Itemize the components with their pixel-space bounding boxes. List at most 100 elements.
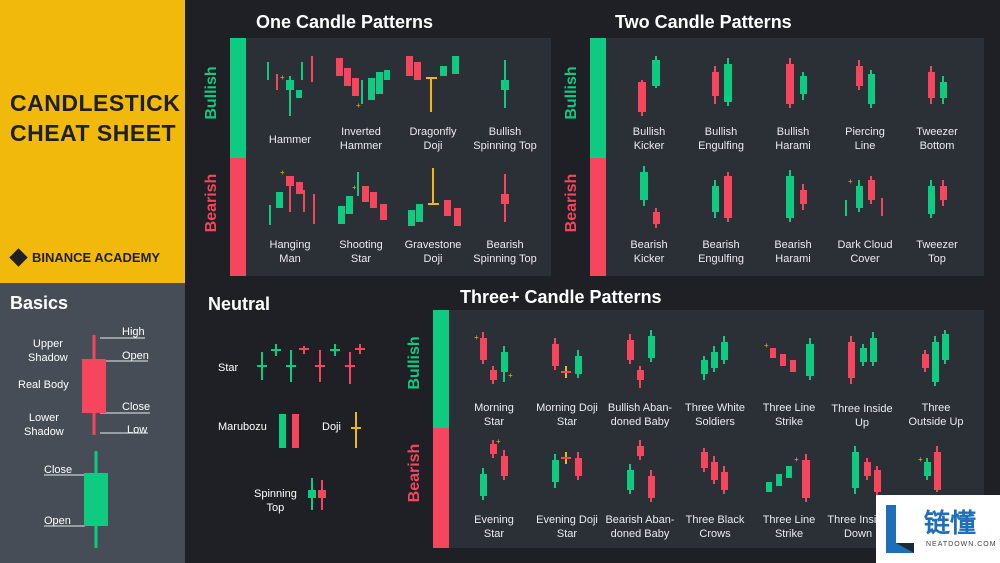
label-tweezer-bottom: Tweezer Bottom [916, 126, 958, 152]
three-bull-bar [433, 310, 449, 428]
real-body-label: Real Body [18, 379, 69, 391]
three-white-soldiers-candles [701, 336, 728, 380]
one-bull-bar [230, 38, 246, 158]
open-label-bull: Open [44, 515, 71, 527]
svg-text:+: + [280, 168, 285, 177]
label-bearish-harami: Bearish Harami [774, 239, 812, 265]
bullish-spinning-top [501, 60, 509, 108]
open-label: Open [122, 350, 149, 362]
label-dark-cloud-cover: Dark Cloud Cover [837, 239, 893, 265]
bullish-harami-candles [786, 58, 807, 108]
svg-text:+: + [794, 455, 799, 464]
evening-star-candles: + [480, 437, 508, 500]
label-inverted-hammer: Inverted Hammer [339, 126, 383, 152]
label-bearish-spinning-top: Bearish Spinning Top [473, 239, 537, 265]
two-candle-title: Two Candle Patterns [615, 12, 792, 32]
label-bearish-kicker: Bearish Kicker [630, 239, 668, 265]
bearish-kicker-candles [640, 166, 660, 228]
one-candle-panel [246, 38, 551, 276]
label-hanging-man: Hanging Man [269, 239, 311, 265]
three-candle-title: Three+ Candle Patterns [460, 287, 662, 307]
label-bullish-spinning-top: Bullish Spinning Top [473, 126, 537, 152]
label-bullish-engulfing: Bullish Engulfing [698, 126, 744, 152]
three-inside-down-candles [852, 446, 881, 496]
label-bearish-abandoned-baby: Bearish Aban-doned Baby [605, 514, 675, 540]
label-bullish-kicker: Bullish Kicker [632, 126, 666, 152]
close-label: Close [122, 401, 151, 413]
svg-text:+: + [496, 437, 501, 446]
svg-text:+: + [848, 177, 853, 186]
watermark: 链懂 NEATDOWN.COM [876, 495, 1000, 563]
spinning-top-candles [308, 478, 326, 510]
one-candle-title: One Candle Patterns [256, 12, 434, 32]
label-morning-doji-star: Morning Doji Star [536, 402, 598, 428]
tweezer-top-candles [928, 180, 947, 218]
label-tweezer-top: Tweezer Top [916, 239, 958, 265]
svg-text:+: + [280, 73, 285, 82]
label-gravestone-doji: Gravestone Doji [404, 239, 462, 265]
watermark-text: 链懂 [924, 508, 977, 538]
bullish-engulfing-candles [712, 58, 732, 106]
label-bearish-engulfing: Bearish Engulfing [698, 239, 744, 265]
lower-shadow-label: Lower Shadow [24, 412, 64, 438]
label-spinning-top: Spinning Top [254, 488, 297, 514]
upper-shadow-label: Upper Shadow [28, 338, 68, 364]
bullish-kicker-candles [638, 56, 660, 116]
dragonfly-doji-candles [406, 56, 459, 112]
marubozu-candles [279, 414, 299, 448]
watermark-subtext: NEATDOWN.COM [926, 541, 997, 548]
three-inside-up-candles [848, 332, 877, 384]
inverted-hammer-candles: + [336, 58, 390, 110]
three-outside-up-candles [922, 330, 949, 386]
basics-title: Basics [10, 293, 69, 313]
label-three-line-strike-bull: Three Line Strike [762, 402, 816, 428]
shooting-star-candles: + [338, 172, 387, 224]
hanging-man-candles: + [269, 168, 315, 225]
label-dragonfly-doji: Dragonfly Doji [409, 126, 457, 152]
brand-logo: BINANCE ACADEMY [9, 248, 160, 267]
bearish-abandoned-baby-candles [627, 440, 655, 502]
label-piercing-line: Piercing Line [845, 126, 885, 152]
svg-text:+: + [764, 341, 769, 350]
svg-text:+: + [474, 333, 479, 342]
bear-body [82, 359, 106, 413]
label-morning-star: Morning Star [474, 402, 514, 428]
morning-doji-star-candles [552, 338, 582, 378]
gravestone-doji-candles [408, 168, 461, 226]
label-bullish-harami: Bullish Harami [775, 126, 811, 152]
basics-diagram [44, 335, 150, 548]
watermark-logo-icon [886, 505, 914, 553]
piercing-line-candles [856, 60, 875, 108]
hammer-candles: + [267, 56, 313, 116]
neutral-star-candles [257, 344, 365, 384]
evening-doji-star-candles [552, 452, 582, 488]
bull-body [84, 473, 108, 526]
label-three-white-soldiers: Three White Soldiers [685, 402, 745, 428]
label-bullish-abandoned-baby: Bullish Aban-doned Baby [607, 402, 673, 428]
three-outside-down-candles: + [918, 446, 941, 492]
three-line-strike-bull-candles: + [764, 338, 814, 380]
title-panel [0, 0, 185, 283]
svg-text:+: + [918, 455, 923, 464]
high-label: High [122, 326, 145, 338]
morning-star-candles: + + [474, 332, 513, 384]
bullish-abandoned-baby-candles [627, 330, 655, 388]
label-three-black-crows: Three Black Crows [685, 514, 745, 540]
label-hammer: Hammer [268, 134, 312, 146]
bearish-engulfing-candles [712, 172, 732, 222]
doji-candle [351, 412, 361, 448]
three-bear-bar [433, 428, 449, 548]
two-candle-panel [606, 38, 984, 276]
label-three-line-strike-bear: Three Line Strike [762, 514, 816, 540]
tweezer-bottom-candles [928, 66, 947, 104]
two-bull-bar [590, 38, 606, 158]
label-three-inside-down: Three Inside Down [827, 514, 889, 540]
three-black-crows-candles [701, 448, 728, 494]
label-evening-star: Evening Star [474, 514, 514, 540]
label-star: Star [218, 362, 239, 374]
svg-text:+: + [352, 183, 357, 192]
label-evening-doji-star: Evening Doji Star [536, 514, 598, 540]
svg-text:+: + [508, 371, 513, 380]
two-bear-bar [590, 158, 606, 276]
label-marubozu: Marubozu [218, 421, 267, 433]
